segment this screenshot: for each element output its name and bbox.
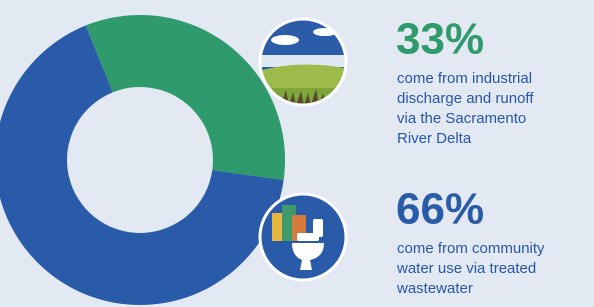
description-line: River Delta	[397, 130, 472, 147]
description-line: via the Sacramento	[397, 110, 526, 127]
description-line: come from community	[397, 240, 545, 257]
chart: 33% come from industrial discharge and run…	[0, 0, 594, 307]
description-line: wastewater	[396, 280, 473, 297]
page: 33% come from industrial discharge and run…	[0, 0, 594, 307]
value-label: 66%	[396, 185, 484, 234]
value-label: 33%	[396, 15, 484, 64]
description-line: water use via treated	[396, 260, 536, 277]
description-line: come from industrial	[397, 70, 532, 87]
description-line: discharge and runoff	[397, 90, 534, 107]
wastewater-icon	[260, 194, 346, 280]
